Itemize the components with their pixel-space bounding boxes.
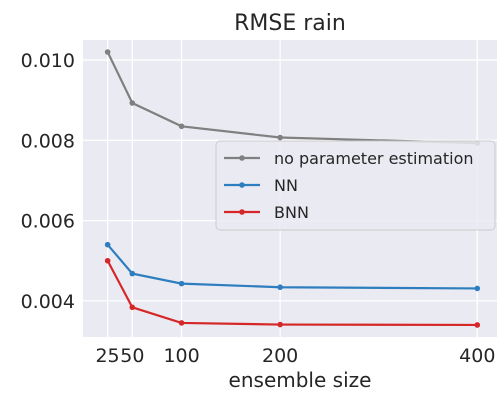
data-point xyxy=(129,304,136,311)
y-tick-label: 0.010 xyxy=(21,50,75,72)
series-group xyxy=(104,49,481,328)
legend-marker xyxy=(239,209,245,215)
legend-marker xyxy=(239,155,245,161)
x-tick-label: 50 xyxy=(120,345,144,367)
series-nn xyxy=(104,241,481,292)
x-tick-label: 100 xyxy=(163,345,199,367)
data-point xyxy=(104,241,111,248)
data-point xyxy=(104,257,111,264)
chart-title: RMSE rain xyxy=(234,11,346,36)
legend-label: NN xyxy=(274,176,298,195)
series-bnn xyxy=(104,257,481,328)
y-tick-labels: 0.004 0.006 0.008 0.010 xyxy=(21,50,75,313)
legend-marker xyxy=(239,182,245,188)
y-tick-label: 0.008 xyxy=(21,130,75,152)
legend-label: no parameter estimation xyxy=(274,149,474,168)
x-tick-label: 25 xyxy=(95,345,119,367)
data-point xyxy=(178,320,185,326)
data-point xyxy=(277,284,283,291)
data-point xyxy=(277,134,283,141)
data-point xyxy=(129,100,136,106)
legend: no parameter estimation NN BNN xyxy=(215,140,496,231)
legend-item: no parameter estimation xyxy=(224,149,474,168)
x-tick-labels: 25 50 100 200 400 xyxy=(95,345,495,367)
data-point xyxy=(129,270,136,277)
y-tick-label: 0.006 xyxy=(21,211,75,233)
data-point xyxy=(178,123,185,130)
legend-item: NN xyxy=(224,176,298,195)
y-tick-label: 0.004 xyxy=(21,291,75,313)
x-axis-label: ensemble size xyxy=(229,368,372,392)
x-tick-label: 400 xyxy=(459,345,495,367)
data-point xyxy=(474,285,481,292)
x-tick-label: 200 xyxy=(262,345,298,367)
legend-label: BNN xyxy=(274,203,309,222)
legend-box xyxy=(215,140,496,231)
data-point xyxy=(474,322,481,328)
data-point xyxy=(277,321,283,328)
data-point xyxy=(104,49,111,55)
data-point xyxy=(178,280,185,287)
legend-item: BNN xyxy=(224,203,309,222)
